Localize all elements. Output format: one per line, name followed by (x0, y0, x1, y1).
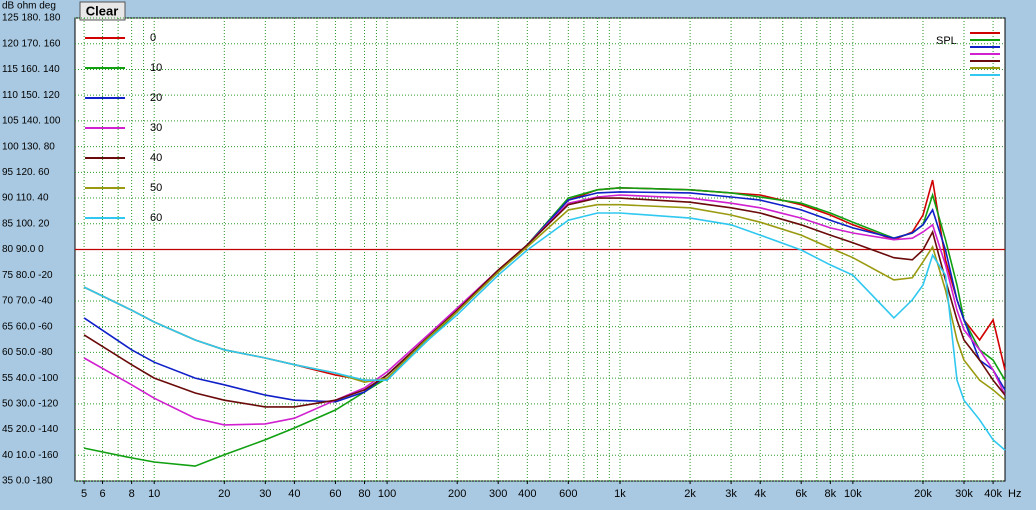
y-tick-label: 35 0.0 -180 (2, 476, 53, 487)
legend-label: 0 (150, 32, 156, 44)
legend-label: 30 (150, 122, 162, 134)
series-line (83, 186, 1006, 467)
x-tick-label: 2k (684, 488, 696, 500)
clear-button-label[interactable]: Clear (86, 3, 119, 18)
x-tick-label: 60 (329, 488, 341, 500)
x-tick-label: 20k (914, 488, 932, 500)
x-tick-label: 40k (984, 488, 1002, 500)
y-tick-label: 50 30.0 -120 (2, 398, 59, 409)
y-tick-label: 115 160. 140 (2, 64, 60, 75)
spl-label: SPL (936, 35, 957, 47)
x-tick-label: 6k (795, 488, 807, 500)
series-line (83, 191, 1006, 403)
x-tick-label: 80 (358, 488, 370, 500)
x-tick-label: 8k (824, 488, 836, 500)
x-tick-label: 30k (955, 488, 973, 500)
y-tick-label: 60 50.0 -80 (2, 347, 53, 358)
y-tick-label: 70 70.0 -40 (2, 296, 53, 307)
y-tick-label: 95 120. 60 (2, 167, 50, 178)
y-units-header: dB ohm deg (2, 1, 56, 12)
y-tick-label: 75 80.0 -20 (2, 270, 53, 281)
x-tick-label: 4k (754, 488, 766, 500)
x-tick-label: 8 (129, 488, 135, 500)
x-tick-label: 200 (448, 488, 466, 500)
clear-button[interactable] (79, 1, 126, 21)
series-line (83, 212, 1006, 451)
x-tick-label: 10 (148, 488, 160, 500)
x-tick-label: 6 (99, 488, 105, 500)
x-tick-label: 600 (559, 488, 577, 500)
y-tick-label: 125 180. 180 (2, 13, 61, 24)
legend-label: 50 (150, 182, 162, 194)
series-line (83, 194, 1006, 426)
x-tick-label: 300 (489, 488, 507, 500)
y-tick-label: 80 90.0 0 (2, 244, 44, 255)
x-tick-label: 1k (614, 488, 626, 500)
x-tick-label: 20 (218, 488, 230, 500)
x-tick-label: 5 (81, 488, 87, 500)
legend-label: 20 (150, 92, 162, 104)
x-tick-label: 400 (518, 488, 536, 500)
x-tick-label: 100 (378, 488, 396, 500)
y-tick-label: 105 140. 100 (2, 116, 61, 127)
y-tick-label: 55 40.0 -100 (2, 373, 59, 384)
x-tick-label: 3k (725, 488, 737, 500)
x-tick-label: 10k (844, 488, 862, 500)
y-tick-label: 110 150. 120 (2, 90, 60, 101)
x-unit: Hz (1008, 488, 1021, 500)
legend-label: 40 (150, 152, 162, 164)
x-tick-label: 30 (259, 488, 271, 500)
y-tick-label: 120 170. 160 (2, 38, 61, 49)
y-tick-label: 85 100. 20 (2, 218, 50, 229)
x-tick-label: 40 (288, 488, 300, 500)
y-tick-label: 65 60.0 -60 (2, 321, 53, 332)
legend-label: 10 (150, 62, 162, 74)
series-line (83, 197, 1006, 408)
y-tick-label: 100 130. 80 (2, 141, 55, 152)
y-tick-label: 45 20.0 -140 (2, 424, 59, 435)
legend-label: 60 (150, 212, 162, 224)
y-tick-label: 40 10.0 -160 (2, 450, 59, 461)
y-tick-label: 90 110. 40 (2, 193, 49, 204)
